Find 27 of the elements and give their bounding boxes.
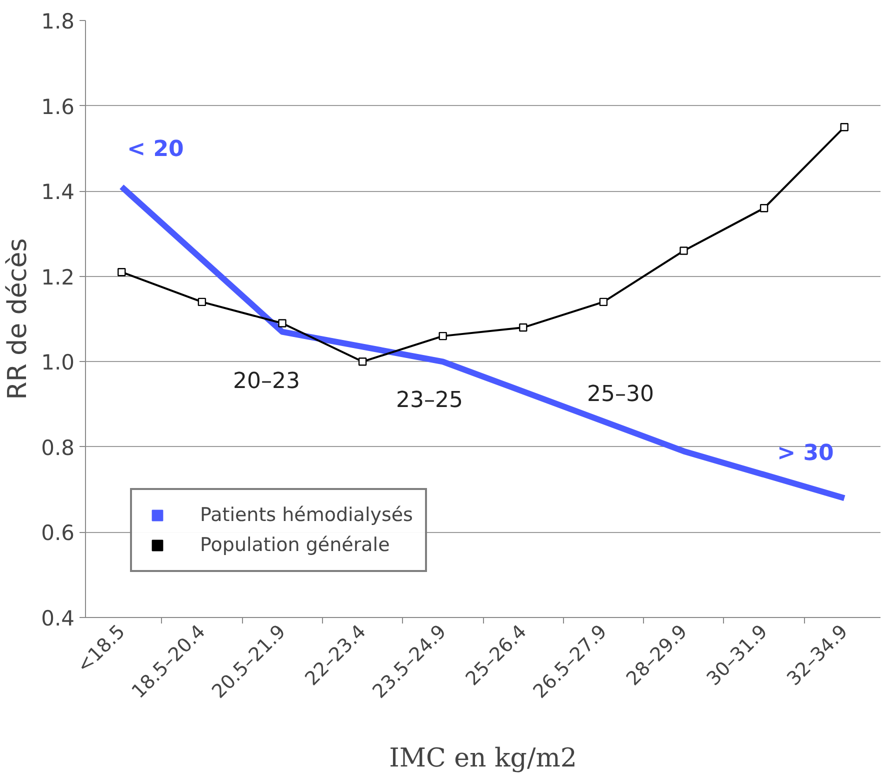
legend-label: Population générale [200,534,390,556]
point [358,358,367,366]
y-tick-label: 1.4 [41,180,75,204]
point [599,298,608,306]
point [118,268,126,276]
point [278,319,286,328]
annotation: 25–30 [587,382,654,407]
point [519,323,528,332]
annotation: 20–23 [233,369,300,394]
y-tick-label: 1.8 [41,10,75,34]
annotation: 23–25 [396,388,464,413]
legend-label: Patients hémodialysés [200,504,413,526]
y-tick-label: 0.6 [41,521,75,546]
y-tick-label: 1.0 [41,350,75,375]
point [680,246,688,255]
annotation: > 30 [777,441,834,466]
point [760,204,768,212]
y-tick-label: 1.2 [41,265,75,290]
point [438,332,447,340]
y-tick-label: 0.8 [41,436,75,460]
annotation: < 20 [127,137,184,162]
point [840,123,848,132]
y-tick-label: 1.6 [41,94,75,119]
y-axis-title: RR de décès [3,238,34,400]
y-tick-label: 0.4 [41,606,75,630]
point [198,298,206,306]
x-axis-title: IMC en kg/m2 [389,744,577,774]
